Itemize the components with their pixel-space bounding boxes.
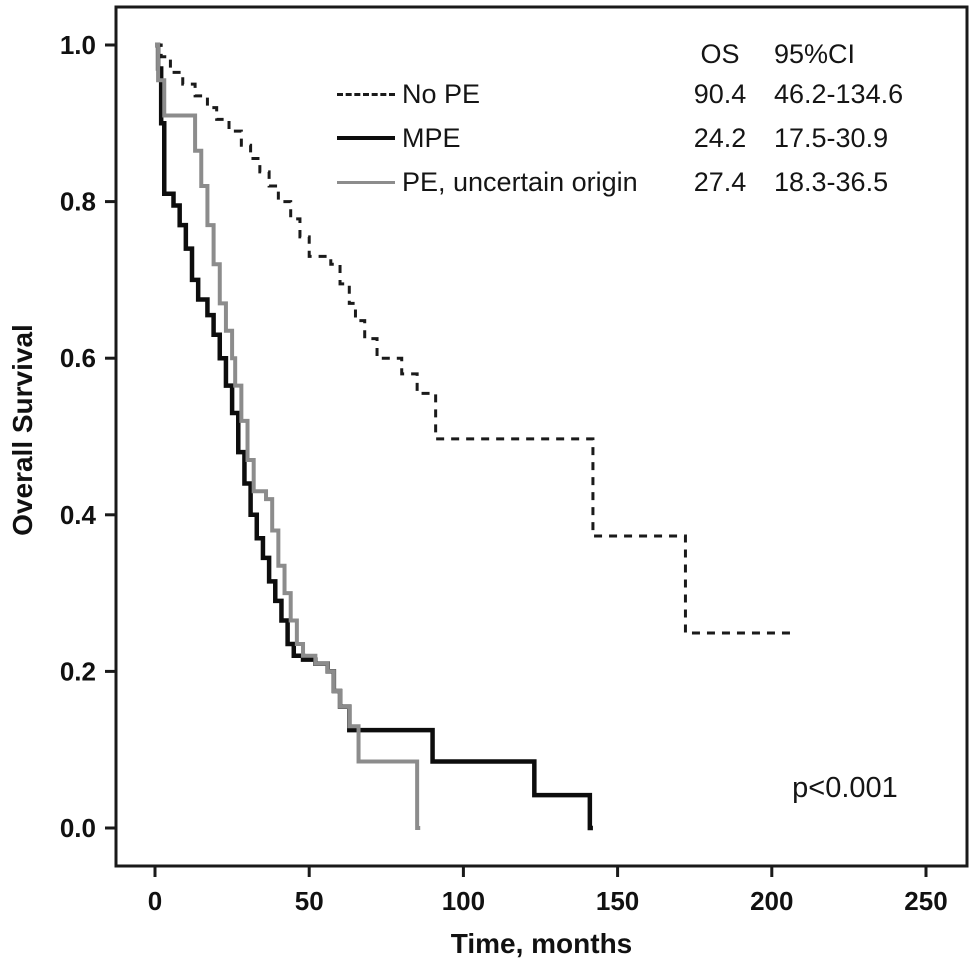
legend-os-pe-uncertain: 27.4 — [693, 166, 747, 197]
mpe-line-sample-icon — [337, 136, 395, 140]
pe-uncertain-line-sample-icon — [337, 180, 395, 184]
y-tick-label: 0.2 — [60, 656, 96, 686]
x-tick-label: 100 — [442, 886, 485, 916]
x-tick-label: 0 — [148, 886, 162, 916]
y-axis-title-text: Overall Survival — [7, 324, 38, 536]
legend-header-row: OS 95%CI — [337, 36, 916, 72]
x-tick-label: 50 — [295, 886, 324, 916]
pe-uncertain-origin-curve — [155, 43, 421, 830]
x-tick-label: 150 — [596, 886, 639, 916]
y-axis-title: Overall Survival — [0, 170, 46, 690]
x-tick-label: 250 — [904, 886, 947, 916]
x-axis-title: Time, months — [450, 928, 633, 959]
legend-label-pe-uncertain: PE, uncertain origin — [402, 166, 638, 197]
legend-ci-mpe: 17.5-30.9 — [774, 122, 889, 153]
legend-ci-no-pe: 46.2-134.6 — [774, 78, 904, 109]
y-tick-label: 0.8 — [60, 187, 96, 217]
y-tick-label: 0.4 — [60, 500, 97, 530]
p-value-annotation: p<0.001 — [792, 772, 898, 804]
y-tick-label: 0.6 — [60, 343, 96, 373]
legend-label-no-pe: No PE — [402, 78, 481, 109]
legend: OS 95%CI No PE 90.4 46.2-134.6 MPE 24.2 … — [337, 36, 916, 204]
legend-row-no-pe: No PE 90.4 46.2-134.6 — [337, 72, 916, 116]
x-tick-label: 200 — [750, 886, 793, 916]
y-tick-label: 0.0 — [60, 813, 96, 843]
legend-col-os: OS — [700, 38, 740, 69]
y-tick-label: 1.0 — [60, 30, 96, 60]
legend-os-no-pe: 90.4 — [693, 78, 747, 109]
legend-row-pe-uncertain: PE, uncertain origin 27.4 18.3-36.5 — [337, 160, 916, 204]
no-pe-line-sample-icon — [337, 92, 395, 96]
legend-ci-pe-uncertain: 18.3-36.5 — [774, 166, 889, 197]
legend-os-mpe: 24.2 — [693, 122, 747, 153]
plot-frame — [114, 5, 969, 868]
legend-row-mpe: MPE 24.2 17.5-30.9 — [337, 116, 916, 160]
legend-col-ci: 95%CI — [774, 38, 856, 69]
legend-label-mpe: MPE — [402, 122, 461, 153]
